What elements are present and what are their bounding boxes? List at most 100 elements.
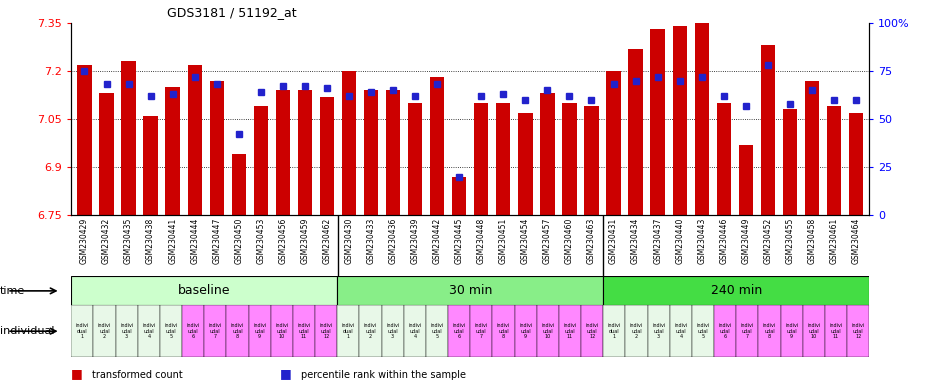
Text: GSM230439: GSM230439: [410, 218, 420, 265]
Text: GSM230449: GSM230449: [741, 218, 750, 265]
Bar: [182, 305, 204, 357]
Text: indivi
udal
12: indivi udal 12: [319, 323, 332, 339]
Text: GSM230446: GSM230446: [719, 218, 729, 265]
Bar: [276, 90, 290, 215]
Text: indivi
udal
4: indivi udal 4: [408, 323, 422, 339]
Bar: [138, 305, 160, 357]
Bar: [606, 71, 620, 215]
Text: indivi
udal
4: indivi udal 4: [142, 323, 156, 339]
Bar: [426, 305, 448, 357]
Bar: [825, 305, 847, 357]
Text: GSM230455: GSM230455: [786, 218, 794, 265]
Bar: [77, 65, 91, 215]
Bar: [210, 81, 224, 215]
Text: indivi
udal
6: indivi udal 6: [718, 323, 732, 339]
Text: indivi
udal
12: indivi udal 12: [851, 323, 864, 339]
Bar: [694, 17, 709, 215]
Bar: [382, 305, 404, 357]
Text: GSM230463: GSM230463: [587, 218, 596, 265]
Bar: [739, 145, 753, 215]
Text: GSM230448: GSM230448: [477, 218, 485, 264]
Text: baseline: baseline: [178, 285, 231, 297]
Text: GSM230431: GSM230431: [609, 218, 618, 264]
Bar: [492, 305, 515, 357]
Bar: [452, 177, 466, 215]
Bar: [628, 49, 643, 215]
Bar: [541, 93, 555, 215]
Text: indivi
udal
7: indivi udal 7: [209, 323, 222, 339]
Text: GSM230461: GSM230461: [829, 218, 839, 264]
Text: indivi
dual
1: indivi dual 1: [608, 323, 621, 339]
Text: indivi
udal
3: indivi udal 3: [386, 323, 399, 339]
Bar: [116, 305, 138, 357]
Bar: [651, 30, 665, 215]
Text: GSM230464: GSM230464: [851, 218, 861, 265]
Bar: [254, 106, 268, 215]
Bar: [761, 45, 775, 215]
Text: GSM230458: GSM230458: [808, 218, 816, 264]
Bar: [297, 90, 313, 215]
Text: GSM230447: GSM230447: [212, 218, 221, 265]
Text: indivi
udal
11: indivi udal 11: [297, 323, 311, 339]
Text: indivi
udal
5: indivi udal 5: [430, 323, 444, 339]
Bar: [342, 71, 356, 215]
Text: indivi
udal
7: indivi udal 7: [475, 323, 488, 339]
Text: transformed count: transformed count: [92, 370, 183, 380]
Bar: [249, 305, 271, 357]
Text: GSM230450: GSM230450: [235, 218, 243, 265]
Text: GSM230441: GSM230441: [168, 218, 177, 264]
Bar: [805, 81, 819, 215]
Bar: [232, 154, 246, 215]
Text: percentile rank within the sample: percentile rank within the sample: [301, 370, 466, 380]
Text: GSM230437: GSM230437: [654, 218, 662, 265]
Bar: [496, 103, 510, 215]
Bar: [71, 276, 337, 305]
Bar: [714, 305, 736, 357]
Bar: [847, 305, 869, 357]
Text: GSM230457: GSM230457: [542, 218, 552, 265]
Text: indivi
udal
9: indivi udal 9: [253, 323, 266, 339]
Text: indivi
udal
2: indivi udal 2: [630, 323, 643, 339]
Text: GSM230432: GSM230432: [102, 218, 111, 264]
Bar: [581, 305, 603, 357]
Bar: [204, 305, 226, 357]
Bar: [648, 305, 670, 357]
Bar: [71, 305, 93, 357]
Bar: [93, 305, 116, 357]
Bar: [518, 113, 533, 215]
Text: GSM230445: GSM230445: [455, 218, 464, 265]
Bar: [448, 305, 470, 357]
Text: GSM230462: GSM230462: [322, 218, 332, 264]
Text: indivi
udal
9: indivi udal 9: [519, 323, 532, 339]
Text: ■: ■: [280, 367, 292, 380]
Bar: [320, 97, 334, 215]
Text: GSM230434: GSM230434: [631, 218, 640, 265]
Text: GSM230454: GSM230454: [521, 218, 530, 265]
Text: indivi
udal
10: indivi udal 10: [808, 323, 821, 339]
Text: indivi
udal
3: indivi udal 3: [120, 323, 133, 339]
Text: indivi
udal
6: indivi udal 6: [452, 323, 466, 339]
Text: indivi
udal
5: indivi udal 5: [164, 323, 178, 339]
Text: GSM230430: GSM230430: [345, 218, 353, 265]
Bar: [736, 305, 758, 357]
Text: indivi
udal
10: indivi udal 10: [542, 323, 555, 339]
Bar: [673, 26, 687, 215]
Text: time: time: [0, 286, 26, 296]
Text: GSM230456: GSM230456: [278, 218, 287, 265]
Bar: [408, 103, 423, 215]
Bar: [692, 305, 714, 357]
Text: GSM230453: GSM230453: [256, 218, 265, 265]
Text: GSM230459: GSM230459: [300, 218, 310, 265]
Bar: [783, 109, 797, 215]
Bar: [849, 113, 864, 215]
Bar: [226, 305, 249, 357]
Text: indivi
udal
8: indivi udal 8: [231, 323, 244, 339]
Text: indivi
udal
3: indivi udal 3: [652, 323, 665, 339]
Bar: [337, 276, 603, 305]
Text: indivi
udal
10: indivi udal 10: [276, 323, 289, 339]
Bar: [559, 305, 581, 357]
Text: GSM230433: GSM230433: [367, 218, 375, 265]
Text: indivi
udal
9: indivi udal 9: [785, 323, 798, 339]
Bar: [603, 305, 625, 357]
Bar: [625, 305, 648, 357]
